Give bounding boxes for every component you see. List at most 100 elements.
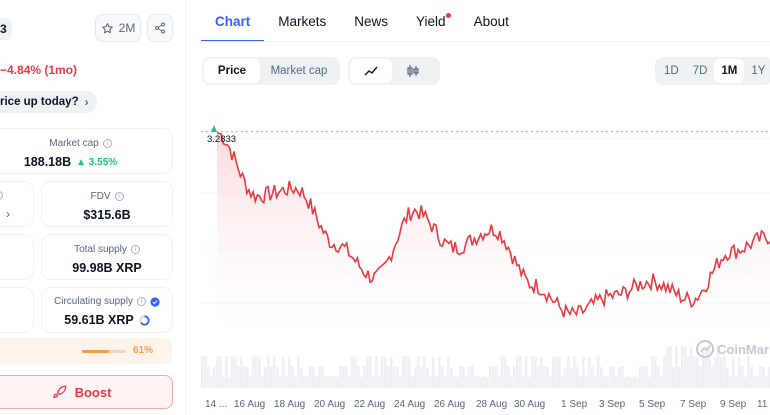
volume-bar xyxy=(600,367,603,388)
boost-button[interactable]: Boost xyxy=(0,375,173,409)
volume-bar xyxy=(258,357,261,388)
volume-bar xyxy=(363,366,366,388)
x-axis-label: 28 Aug xyxy=(476,399,507,410)
total-supply-value: 99.98B XRP xyxy=(72,261,142,275)
chevron-right-icon[interactable]: › xyxy=(6,207,10,221)
tab-chart[interactable]: Chart xyxy=(201,0,265,42)
info-icon[interactable]: i xyxy=(136,297,146,306)
volume-bar xyxy=(432,357,435,388)
volume-bar xyxy=(507,366,510,388)
volume-bar xyxy=(459,366,462,388)
volume-bar xyxy=(357,366,360,388)
volume-bar xyxy=(543,366,546,388)
info-icon[interactable]: i xyxy=(102,139,112,148)
timeframe-1m[interactable]: 1M xyxy=(714,59,745,83)
volume-bar xyxy=(612,367,615,388)
circulating-supply-label: Circulating supply xyxy=(54,296,133,307)
volume-bar xyxy=(402,357,405,388)
volume-bar xyxy=(417,356,420,388)
volume-bar xyxy=(768,367,770,388)
volume-bar xyxy=(597,356,600,388)
marketcap-toggle-button[interactable]: Market cap xyxy=(270,65,328,77)
volume-bar xyxy=(510,377,513,388)
volume-bar xyxy=(354,357,357,388)
volume-bar xyxy=(591,366,594,388)
star-icon xyxy=(101,22,113,33)
volume-bar xyxy=(696,357,699,388)
volume-bar xyxy=(480,377,483,388)
volume-bar xyxy=(264,367,267,388)
volume-bar xyxy=(462,367,465,388)
volume-bar xyxy=(234,357,237,388)
price-line xyxy=(216,132,770,318)
volume-bar xyxy=(582,357,585,388)
volume-bar xyxy=(759,366,762,388)
volume-bar xyxy=(465,376,468,388)
info-icon[interactable]: i xyxy=(114,192,124,201)
volume-bar xyxy=(237,366,240,388)
volume-bar xyxy=(366,357,369,388)
volume-bar xyxy=(513,366,516,388)
share-button[interactable] xyxy=(147,14,173,42)
volume-bar xyxy=(723,356,726,388)
price-question-pill[interactable]: rice up today? › xyxy=(0,91,97,113)
volume-bar xyxy=(576,367,579,388)
volume-bar xyxy=(633,376,636,388)
volume-bar xyxy=(546,367,549,388)
volume-bar xyxy=(669,346,672,388)
watchlist-count: 2M xyxy=(118,21,136,35)
tab-markets[interactable]: Markets xyxy=(264,0,340,42)
market-cap-card: Market cap i 188.18B ▲ 3.55% xyxy=(0,128,173,174)
volume-bar xyxy=(345,366,348,388)
price-chart[interactable]: 3.2833 CoinMar 14 ... 16 Aug 18 Aug 20 Aug 2… xyxy=(201,98,770,410)
info-icon[interactable]: i xyxy=(0,191,3,200)
volume-bar xyxy=(714,357,717,388)
volume-bar xyxy=(615,376,618,388)
supply-ring-icon xyxy=(139,314,150,326)
volume-bar xyxy=(303,376,306,388)
holders-card xyxy=(0,287,34,333)
volume-bar xyxy=(348,377,351,388)
tab-news[interactable]: News xyxy=(340,0,402,42)
price-toggle-button[interactable]: Price xyxy=(204,59,260,83)
line-chart-button[interactable] xyxy=(350,59,392,83)
volume-bar xyxy=(495,366,498,388)
tab-about[interactable]: About xyxy=(460,0,523,42)
volume-bar xyxy=(291,366,294,388)
total-supply-card: Total supply i 99.98B XRP xyxy=(41,234,173,280)
volume-bar xyxy=(273,356,276,388)
candlestick-button[interactable] xyxy=(392,59,434,83)
volume-bar xyxy=(654,357,657,388)
volume-bar xyxy=(210,377,213,388)
volume-bar xyxy=(450,367,453,388)
volume-bar xyxy=(489,366,492,388)
x-axis-label: 3 Sep xyxy=(599,399,626,410)
timeframe-1y[interactable]: 1Y xyxy=(751,65,766,77)
price-marketcap-toggle: Price Market cap xyxy=(202,57,340,85)
timeframe-1d[interactable]: 1D xyxy=(664,65,679,77)
volume-bar xyxy=(483,376,486,388)
volume-bar xyxy=(390,357,393,388)
volume-bar xyxy=(456,377,459,388)
volume-bar xyxy=(522,377,525,388)
tab-label: News xyxy=(354,13,389,29)
circulating-supply-card: Circulating supply i 59.61B XRP xyxy=(41,287,173,333)
timeframe-7d[interactable]: 7D xyxy=(692,65,708,77)
watchlist-button[interactable]: 2M xyxy=(95,14,141,42)
info-icon[interactable]: i xyxy=(130,245,140,254)
x-axis-labels: 14 ... 16 Aug 18 Aug 20 Aug 22 Aug 24 Aug 26 A… xyxy=(205,399,768,410)
x-axis-label: 1 Sep xyxy=(561,399,588,410)
volume-bar xyxy=(351,356,354,388)
volume-bar xyxy=(378,377,381,388)
volume-bar xyxy=(207,366,210,388)
boost-label: Boost xyxy=(74,384,112,400)
fdv-value: $315.6B xyxy=(83,208,131,222)
volume-bar xyxy=(405,356,408,388)
volume-bar xyxy=(672,367,675,388)
volume-bar xyxy=(726,367,729,388)
market-cap-change: ▲ 3.55% xyxy=(76,156,118,168)
volume-bar xyxy=(687,356,690,388)
volume-bar xyxy=(534,357,537,388)
volume-bar xyxy=(621,366,624,388)
tab-yield[interactable]: Yield xyxy=(402,0,460,42)
